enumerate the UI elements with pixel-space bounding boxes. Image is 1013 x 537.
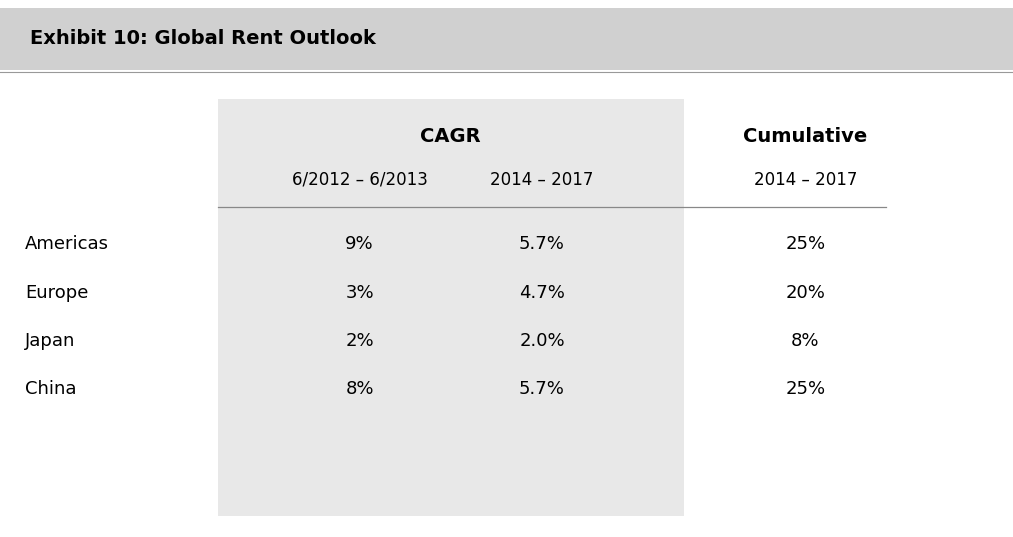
Text: 5.7%: 5.7% [519,380,565,398]
FancyBboxPatch shape [0,8,1013,70]
Text: Japan: Japan [25,332,76,350]
Text: Cumulative: Cumulative [744,127,867,147]
Text: 4.7%: 4.7% [519,284,565,302]
Text: 6/2012 – 6/2013: 6/2012 – 6/2013 [292,171,427,189]
Text: 20%: 20% [785,284,826,302]
Text: 9%: 9% [345,235,374,253]
Text: China: China [25,380,77,398]
Text: 25%: 25% [785,235,826,253]
Text: Exhibit 10: Global Rent Outlook: Exhibit 10: Global Rent Outlook [30,30,376,48]
Text: 2014 – 2017: 2014 – 2017 [754,171,857,189]
Text: 2.0%: 2.0% [519,332,565,350]
Text: Europe: Europe [25,284,89,302]
FancyBboxPatch shape [218,99,684,516]
Text: 8%: 8% [345,380,374,398]
Text: 3%: 3% [345,284,374,302]
Text: 8%: 8% [791,332,820,350]
Text: 2014 – 2017: 2014 – 2017 [490,171,594,189]
Text: Americas: Americas [25,235,109,253]
Text: 2%: 2% [345,332,374,350]
Text: 5.7%: 5.7% [519,235,565,253]
Text: CAGR: CAGR [420,127,481,147]
Text: 25%: 25% [785,380,826,398]
